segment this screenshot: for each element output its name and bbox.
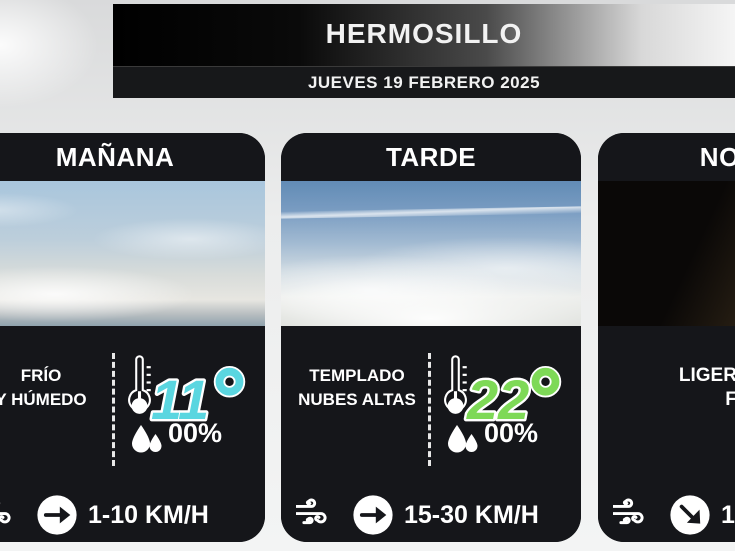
svg-text:22: 22	[466, 368, 529, 423]
svg-text:11: 11	[151, 368, 209, 423]
